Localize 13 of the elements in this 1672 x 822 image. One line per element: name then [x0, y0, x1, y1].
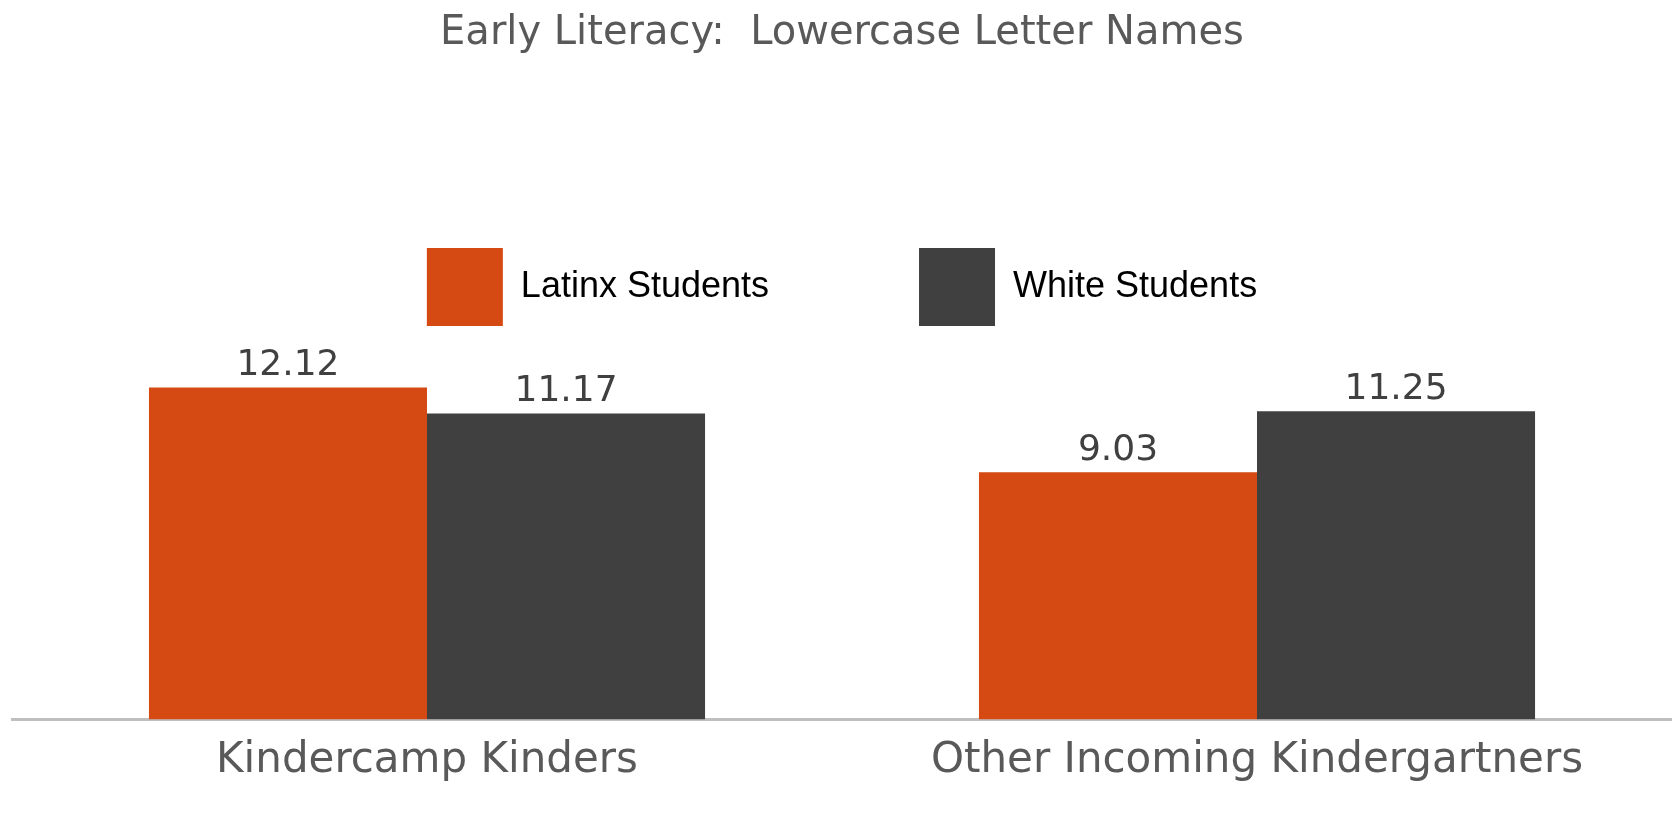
legend-label: Latinx Students [520, 263, 770, 305]
legend-label: White Students [1013, 263, 1258, 305]
data-label: 11.25 [1344, 365, 1448, 407]
x-tick-label: Kindercamp Kinders [216, 732, 638, 782]
data-label: 11.17 [514, 367, 618, 409]
bar [978, 472, 1257, 720]
chart-title: Early Literacy: Lowercase Letter Names [440, 7, 1244, 54]
bar [427, 413, 706, 720]
data-label: 9.03 [1077, 426, 1159, 468]
bar [148, 387, 427, 720]
x-tick-label: Other Incoming Kindergartners [930, 732, 1584, 782]
data-label: 12.12 [236, 341, 340, 383]
bar [1257, 411, 1536, 720]
